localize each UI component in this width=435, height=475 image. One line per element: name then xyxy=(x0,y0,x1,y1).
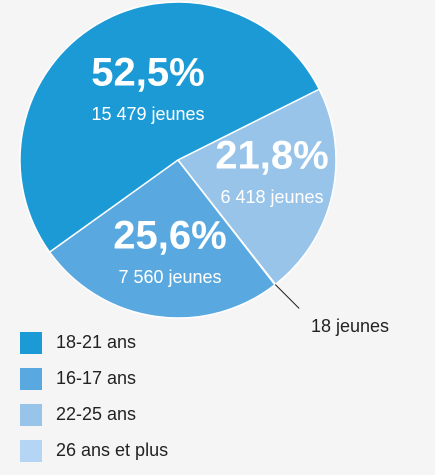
pie-slice xyxy=(19,1,321,254)
count-label: 6 418 jeunes xyxy=(220,187,323,207)
percent-label: 21,8% xyxy=(215,134,328,178)
percent-label: 25,6% xyxy=(113,214,226,258)
legend-label: 26 ans et plus xyxy=(56,440,168,460)
count-label: 7 560 jeunes xyxy=(118,267,221,287)
count-label: 18 jeunes xyxy=(311,316,389,336)
legend-label: 22-25 ans xyxy=(56,404,136,424)
count-label: 15 479 jeunes xyxy=(91,104,204,124)
legend-swatch xyxy=(20,440,42,462)
legend-swatch xyxy=(20,368,42,390)
legend-swatch xyxy=(20,404,42,426)
pie-slice xyxy=(48,158,277,319)
pie-slice xyxy=(176,88,337,286)
legend-label: 18-21 ans xyxy=(56,332,136,352)
leader-line xyxy=(274,284,300,309)
legend-label: 16-17 ans xyxy=(56,368,136,388)
percent-label: 52,5% xyxy=(91,51,204,95)
legend-swatch xyxy=(20,332,42,354)
